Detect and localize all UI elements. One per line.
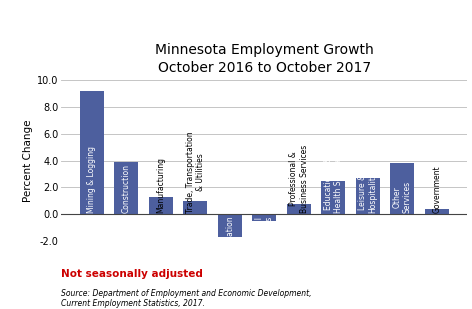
Text: Construction: Construction <box>122 164 131 213</box>
Bar <box>356 178 380 214</box>
Text: Not seasonally adjusted: Not seasonally adjusted <box>61 269 203 279</box>
Title: Minnesota Employment Growth
October 2016 to October 2017: Minnesota Employment Growth October 2016… <box>155 43 374 75</box>
Text: Leisure &
Hospitality: Leisure & Hospitality <box>358 172 378 213</box>
Text: Financial
Activities: Financial Activities <box>254 215 274 251</box>
Y-axis label: Percent Change: Percent Change <box>23 120 33 202</box>
Text: Mining & Logging: Mining & Logging <box>87 146 96 213</box>
Bar <box>425 209 449 214</box>
Text: Professional &
Business Services: Professional & Business Services <box>289 145 309 213</box>
Bar <box>287 204 311 214</box>
Bar <box>183 201 207 214</box>
Bar <box>218 214 242 237</box>
Text: Other
Services: Other Services <box>393 181 412 213</box>
Text: Information: Information <box>225 215 234 260</box>
Bar <box>149 197 173 214</box>
Text: Educational &
Health Services: Educational & Health Services <box>324 153 343 213</box>
Bar <box>80 91 104 214</box>
Bar <box>321 181 346 214</box>
Text: Source: Department of Employment and Economic Development,
Current Employment St: Source: Department of Employment and Eco… <box>61 289 312 308</box>
Bar <box>114 162 138 214</box>
Text: Manufacturing: Manufacturing <box>156 157 165 213</box>
Bar <box>390 163 414 214</box>
Text: Trade, Transportation
& Utilities: Trade, Transportation & Utilities <box>185 132 205 213</box>
Bar <box>252 214 277 221</box>
Text: Government: Government <box>432 166 441 213</box>
